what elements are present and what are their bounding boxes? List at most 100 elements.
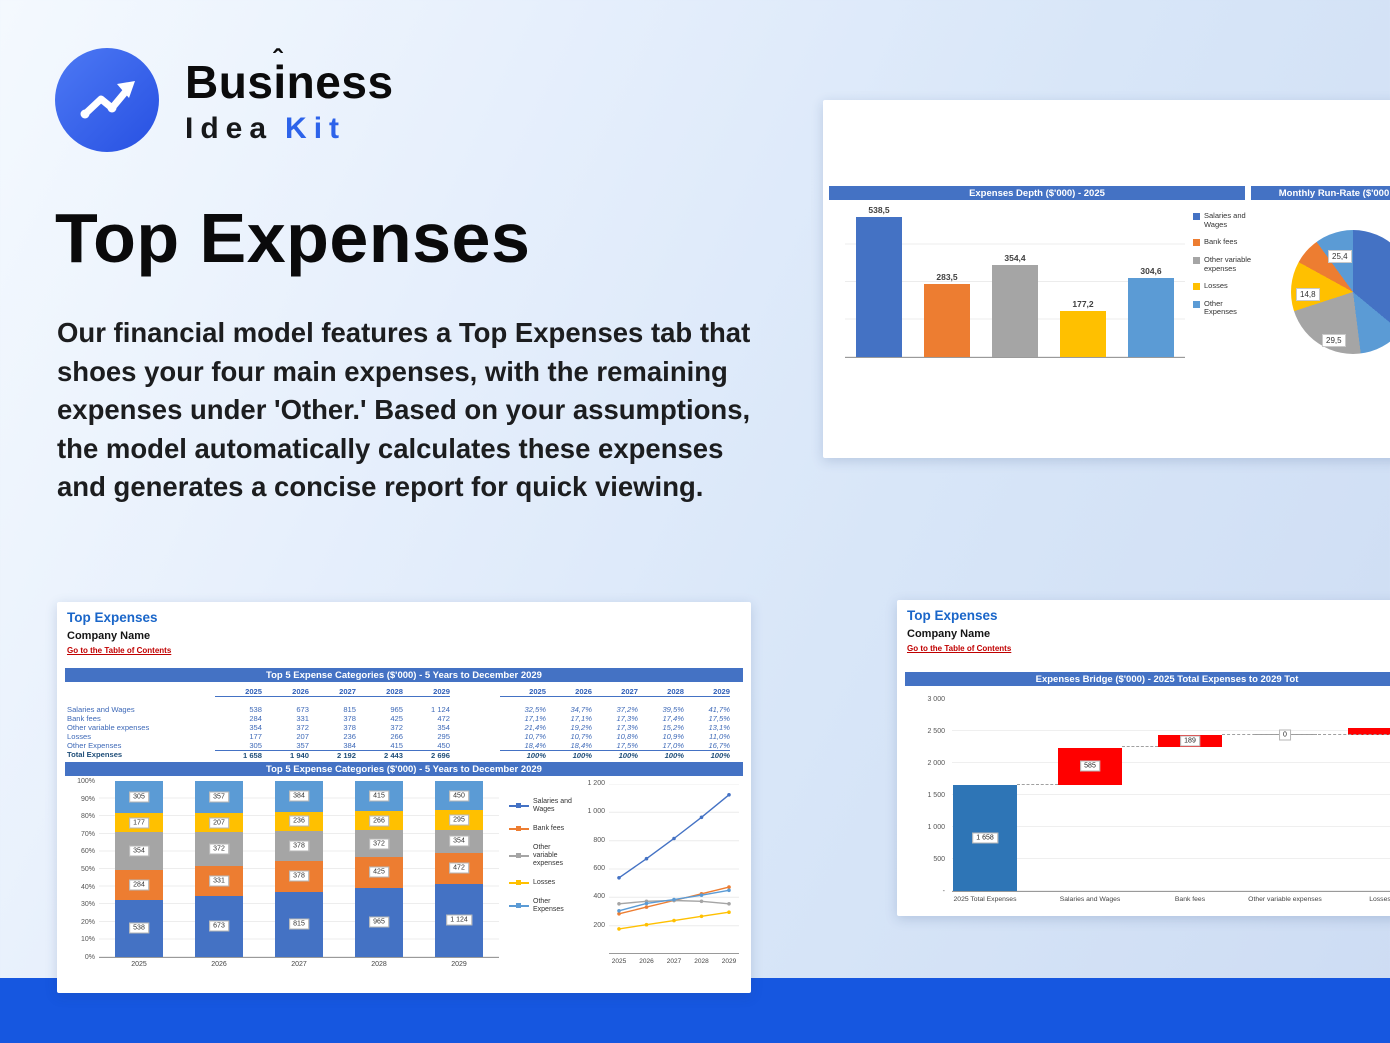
expenses-bridge-card: Top Expenses Company Name Go to the Tabl… bbox=[897, 600, 1390, 916]
cell-value: 538 bbox=[249, 705, 262, 714]
legend-line-marker bbox=[509, 903, 529, 909]
year-cell: 2028 bbox=[356, 687, 403, 697]
legend-item: Losses bbox=[1193, 281, 1257, 291]
segment-value-label: 236 bbox=[289, 815, 309, 827]
cell-percent: 10,7% bbox=[570, 732, 592, 741]
stacked-segment: 815 bbox=[275, 891, 323, 957]
cell-value: 305 bbox=[249, 741, 262, 750]
year-cell: 2029 bbox=[684, 687, 730, 697]
bridge-value-label: 585 bbox=[1080, 760, 1100, 772]
line-y-axis: 1 200 1 000 800 600 400 200 bbox=[583, 780, 605, 954]
table-row: Other variable expenses 354 372 378 372 354 21… bbox=[67, 723, 730, 732]
y-axis-label: 600 bbox=[593, 865, 605, 872]
depth-bar-group: 283,5 bbox=[924, 272, 970, 357]
cell-percent: 17,1% bbox=[570, 714, 592, 723]
cell-percent: 34,7% bbox=[570, 705, 592, 714]
depth-bar-chart: 538,5 283,5 354,4 177,2 304,6 bbox=[845, 205, 1185, 358]
segment-value-label: 378 bbox=[289, 870, 309, 882]
cell-value: 266 bbox=[390, 732, 403, 741]
pie-data-label: 29,5 bbox=[1322, 334, 1346, 347]
logo-name-kit: Kit bbox=[285, 112, 347, 145]
legend-item: Losses bbox=[509, 879, 575, 887]
cell-value: 384 bbox=[343, 741, 356, 750]
y-axis-label: 1 500 bbox=[927, 792, 945, 799]
depth-bar-group: 177,2 bbox=[1060, 299, 1106, 357]
cell-percent: 32,5% bbox=[524, 705, 546, 714]
x-axis-label: 2025 bbox=[611, 958, 627, 965]
bar-value-label: 304,6 bbox=[1140, 266, 1162, 276]
y-axis-label: 1 000 bbox=[927, 824, 945, 831]
legend-line-marker bbox=[509, 803, 529, 809]
stacked-bar: 673 331 372 207 357 bbox=[195, 781, 243, 957]
bridge-waterfall-chart: 1 658 2025 Total Expenses 585 Salaries and … bbox=[952, 700, 1390, 903]
segment-value-label: 815 bbox=[289, 918, 309, 930]
cell-percent: 10,8% bbox=[616, 732, 638, 741]
cell-value: 450 bbox=[437, 741, 450, 750]
legend-item: Bank fees bbox=[1193, 238, 1257, 247]
bar-value-label: 177,2 bbox=[1072, 299, 1094, 310]
cell-value: 378 bbox=[343, 714, 356, 723]
bridge-y-axis: 3 000 2 500 2 000 1 500 1 000 500 - bbox=[913, 696, 945, 895]
top-expenses-report-card: Top Expenses Company Name Go to the Tabl… bbox=[57, 602, 751, 993]
legend-item: Other Expenses bbox=[509, 898, 575, 914]
legend-label: Other Expenses bbox=[1204, 298, 1237, 317]
cell-value: 2 443 bbox=[356, 749, 403, 760]
stacked-segment: 378 bbox=[275, 861, 323, 892]
report-chart-legend: Salaries and Wages Bank fees Other variabl… bbox=[509, 798, 575, 914]
segment-value-label: 354 bbox=[129, 845, 149, 857]
segment-value-label: 266 bbox=[369, 815, 389, 827]
legend-item: Other variable expenses bbox=[509, 844, 575, 868]
cell-percent: 17,3% bbox=[616, 714, 638, 723]
cell-value: 207 bbox=[296, 732, 309, 741]
cell-percent: 17,1% bbox=[524, 714, 546, 723]
legend-swatch bbox=[1193, 300, 1200, 308]
stacked-segment: 673 bbox=[195, 895, 243, 957]
legend-line-marker bbox=[509, 853, 529, 859]
expense-table: 2025 2026 2027 2028 2029 2025 2026 2027 2028 2029… bbox=[67, 686, 730, 760]
logo-wordmark: Business ˆ bbox=[185, 46, 394, 108]
year-cell: 2027 bbox=[592, 687, 638, 697]
cell-value: 295 bbox=[437, 732, 450, 741]
x-axis-label: Bank fees bbox=[1174, 896, 1206, 903]
segment-value-label: 472 bbox=[449, 862, 469, 874]
bridge-bar bbox=[1348, 727, 1390, 736]
stacked-segment: 425 bbox=[355, 856, 403, 888]
legend-swatch bbox=[1193, 213, 1200, 220]
y-axis-label: 30% bbox=[80, 901, 95, 909]
bridge-value-label: 189 bbox=[1180, 735, 1200, 747]
stacked-segment: 372 bbox=[355, 830, 403, 857]
y-axis-label: 800 bbox=[593, 836, 605, 844]
x-axis-label: 2028 bbox=[694, 958, 709, 965]
legend-label: Salaries and Wages bbox=[1204, 211, 1246, 229]
cell-value: 378 bbox=[343, 723, 356, 732]
cell-percent: 13,1% bbox=[708, 723, 730, 732]
legend-label: Bank fees bbox=[1204, 237, 1238, 247]
cell-percent: 17,5% bbox=[708, 714, 730, 723]
year-cell: 2029 bbox=[403, 687, 450, 697]
row-label: Salaries and Wages bbox=[67, 705, 135, 714]
table-of-contents-link[interactable]: Go to the Table of Contents bbox=[907, 644, 1012, 653]
cell-value: 815 bbox=[343, 705, 356, 714]
stacked-y-axis: 100% 90% 80% 70% 60% 50% 40% 30% 20% 10% 0% bbox=[67, 778, 95, 961]
legend-label: Other variable expenses bbox=[533, 844, 563, 868]
logo-name: Business bbox=[185, 56, 394, 108]
legend-label: Other Expenses bbox=[533, 898, 564, 914]
logo-caret: ˆ bbox=[273, 44, 283, 75]
cell-percent: 16,7% bbox=[708, 741, 730, 750]
segment-value-label: 372 bbox=[209, 843, 229, 855]
line-chart: 1 200 1 000 800 600 400 200 2025 2026 2027 2028 2… bbox=[583, 780, 745, 976]
table-row: Losses 177 207 236 266 295 10,7% 10,7% 10,8% 10,9… bbox=[67, 732, 730, 741]
segment-value-label: 354 bbox=[449, 835, 469, 847]
stacked-bar: 1 124 472 354 295 450 bbox=[435, 781, 483, 957]
segment-value-label: 415 bbox=[369, 790, 389, 802]
year-cell: 2028 bbox=[638, 687, 684, 697]
cell-percent: 37,2% bbox=[616, 705, 638, 714]
y-axis-label: 1 000 bbox=[587, 808, 605, 816]
y-axis-label: 3 000 bbox=[927, 696, 945, 703]
depth-bar bbox=[856, 217, 902, 357]
stacked-segment: 415 bbox=[355, 781, 403, 811]
line-plot bbox=[609, 783, 739, 954]
segment-value-label: 295 bbox=[449, 814, 469, 826]
cell-percent: 19,2% bbox=[570, 723, 592, 732]
table-of-contents-link[interactable]: Go to the Table of Contents bbox=[67, 646, 172, 655]
